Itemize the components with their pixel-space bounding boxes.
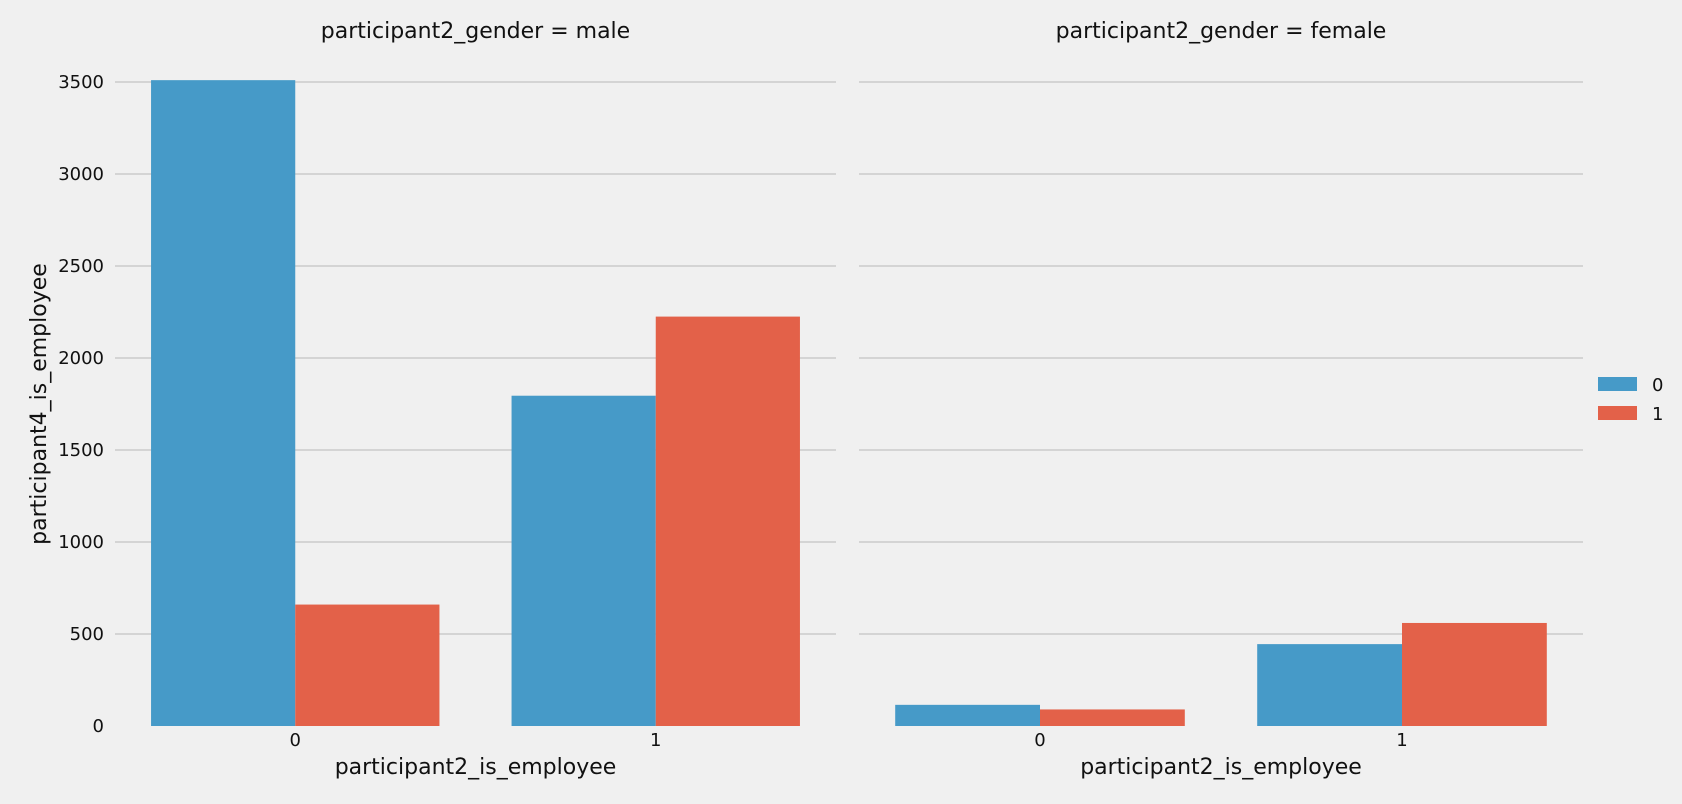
bar: [295, 604, 440, 726]
bar: [151, 80, 296, 726]
facet-title: participant2_gender = male: [321, 19, 630, 44]
legend-label: 1: [1652, 404, 1663, 425]
x-axis-label: participant2_is_employee: [335, 755, 617, 780]
x-tick-label: 0: [290, 730, 301, 751]
y-tick-label: 2000: [58, 348, 104, 369]
y-tick-label: 3500: [58, 72, 104, 93]
y-tick-label: 500: [70, 624, 104, 645]
y-tick-label: 2500: [58, 256, 104, 277]
x-axis-label: participant2_is_employee: [1080, 755, 1362, 780]
legend-swatch: [1598, 377, 1637, 391]
facet-title: participant2_gender = female: [1056, 19, 1387, 44]
y-axis-label: participant4_is_employee: [27, 263, 52, 545]
bar: [1402, 622, 1547, 726]
legend-label: 0: [1652, 375, 1663, 396]
y-tick-label: 3000: [58, 164, 104, 185]
y-tick-label: 0: [93, 716, 104, 737]
y-tick-label: 1500: [58, 440, 104, 461]
legend-swatch: [1598, 406, 1637, 420]
bar: [1257, 644, 1402, 726]
bar: [655, 316, 800, 726]
x-tick-label: 1: [1396, 730, 1407, 751]
x-tick-label: 0: [1034, 730, 1045, 751]
x-tick-label: 1: [650, 730, 661, 751]
bar: [511, 395, 656, 726]
y-tick-label: 1000: [58, 532, 104, 553]
bar: [895, 704, 1040, 726]
bar: [1040, 709, 1185, 726]
